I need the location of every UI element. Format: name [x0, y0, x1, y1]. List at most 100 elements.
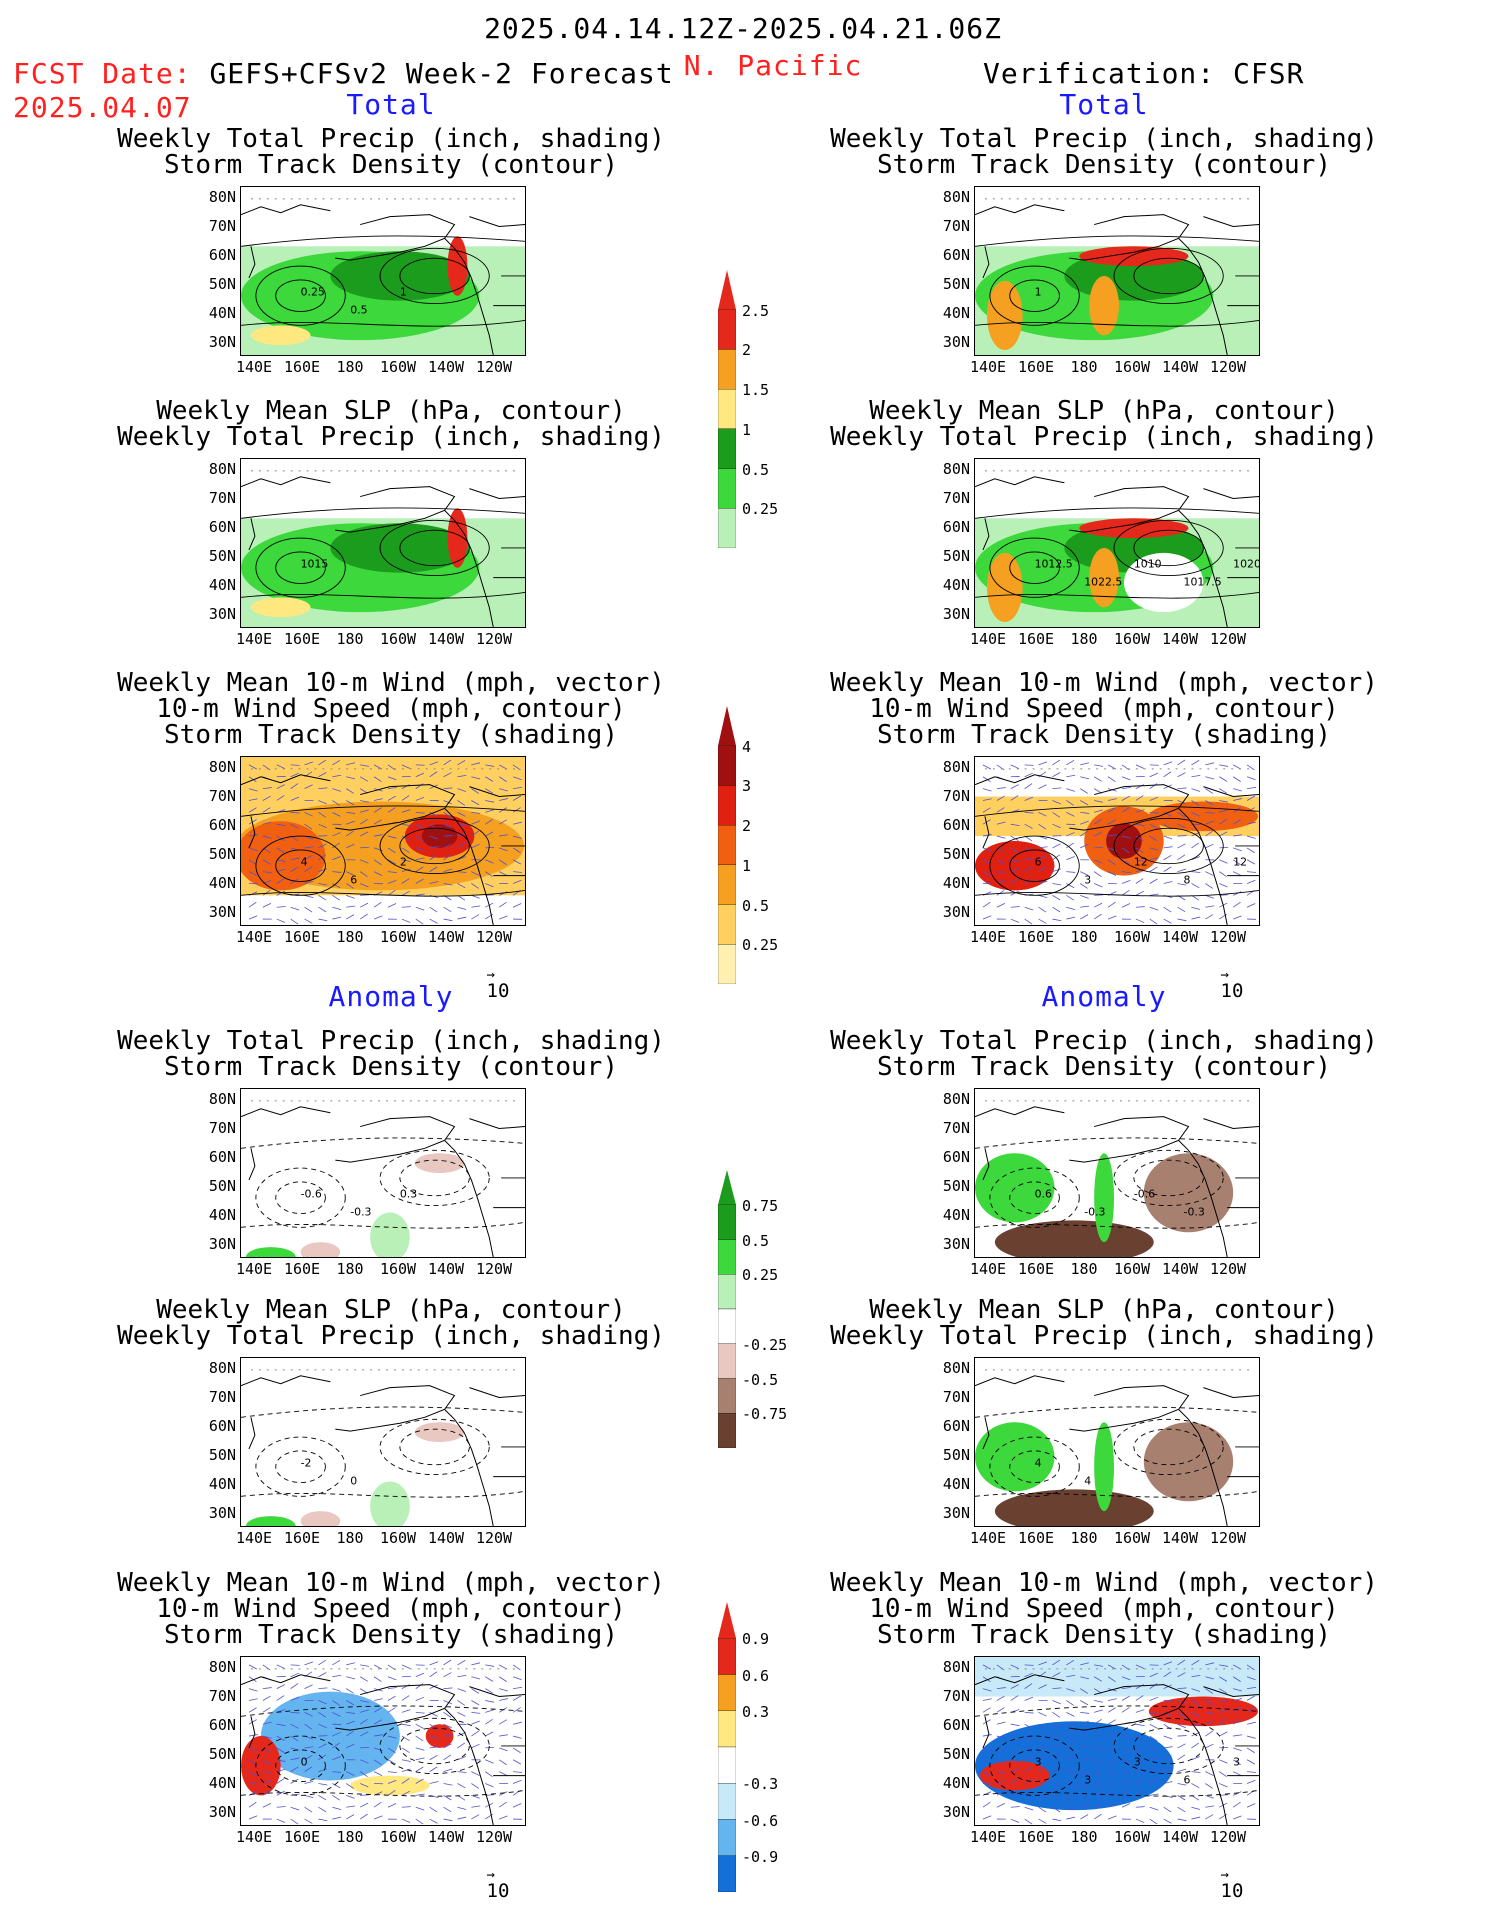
lon-tick-label: 160E	[1017, 630, 1055, 648]
lon-tick-label: 180	[1070, 1529, 1098, 1547]
colorbar-storm_anom	[717, 1602, 737, 1893]
lat-tick-label: 70N	[208, 217, 236, 235]
contour-label: -0.3	[1184, 1206, 1205, 1219]
panel-title: Weekly Mean SLP (hPa, contour)	[869, 396, 1339, 426]
panel-title: Storm Track Density (contour)	[164, 150, 618, 180]
lat-tick-label: 70N	[942, 1687, 970, 1705]
lon-tick-label: 180	[336, 1529, 364, 1547]
vector-arrow-icon: →	[1220, 967, 1229, 983]
lon-tick-label: 120W	[1209, 1260, 1247, 1278]
lat-tick-label: 70N	[208, 1687, 236, 1705]
colorbar-label: 0.25	[742, 500, 779, 519]
anom-dry	[994, 1220, 1154, 1257]
contour-label: -0.3	[1084, 1206, 1105, 1219]
anom-dry	[414, 1153, 465, 1173]
anom-wet-2	[1094, 1153, 1115, 1243]
panel-title: 10-m Wind Speed (mph, contour)	[156, 694, 626, 724]
lat-tick-label: 40N	[942, 1774, 970, 1792]
section-total-right: Total	[1059, 88, 1149, 121]
lon-tick-label: 140E	[969, 928, 1007, 946]
lon-tick-label: 140W	[427, 928, 465, 946]
lon-tick-label: 140W	[427, 358, 465, 376]
lat-tick-label: 60N	[942, 1417, 970, 1435]
lon-tick-label: 160W	[1113, 928, 1151, 946]
lon-tick-label: 160E	[1017, 358, 1055, 376]
colorbar-segment	[717, 745, 737, 786]
colorbar-label: 2.5	[742, 301, 770, 320]
contour-label: 4	[301, 856, 308, 869]
map-panel: -0.6 -0.3 0.3	[240, 1088, 526, 1258]
colorbar-segment	[717, 785, 737, 826]
colorbar-segment	[717, 944, 737, 985]
contour-label: 3	[1035, 1756, 1042, 1769]
lon-tick-label: 120W	[475, 1260, 513, 1278]
colorbar-label: 0.5	[742, 896, 770, 915]
contour-label: 1012.5	[1035, 558, 1073, 571]
lat-tick-label: 80N	[208, 1090, 236, 1108]
colorbar-label: 4	[742, 737, 752, 756]
colorbar-label: -0.5	[742, 1370, 779, 1389]
lat-tick-label: 70N	[942, 787, 970, 805]
panel-title: Weekly Mean 10-m Wind (mph, vector)	[117, 668, 665, 698]
vector-scale-value: 10	[486, 1880, 510, 1902]
colorbar-segment	[717, 1308, 737, 1344]
panel-title: 10-m Wind Speed (mph, contour)	[156, 1594, 626, 1624]
storm-high	[1148, 801, 1259, 832]
panel-title: Weekly Mean 10-m Wind (mph, vector)	[830, 668, 1378, 698]
lon-tick-label: 120W	[1209, 1529, 1247, 1547]
lon-tick-label: 140W	[1161, 630, 1199, 648]
lon-tick-label: 140W	[427, 1529, 465, 1547]
vector-arrow-icon: →	[486, 1867, 495, 1883]
lon-tick-label: 180	[1070, 1260, 1098, 1278]
panel-title: 10-m Wind Speed (mph, contour)	[869, 1594, 1339, 1624]
lon-tick-label: 160E	[1017, 1260, 1055, 1278]
section-anomaly-right: Anomaly	[1041, 980, 1167, 1013]
lat-tick-label: 70N	[942, 1388, 970, 1406]
colorbar-segment	[717, 1674, 737, 1711]
colorbar-label: 0.9	[742, 1630, 770, 1649]
precip-high	[986, 280, 1023, 351]
anom-storm-mid	[350, 1775, 430, 1796]
map-panel: 1012.5 1022.5 1010 1017.5 1020	[974, 458, 1260, 628]
lat-tick-label: 50N	[942, 845, 970, 863]
colorbar-segment	[717, 1746, 737, 1784]
lat-tick-label: 30N	[208, 605, 236, 623]
lon-tick-label: 160W	[379, 630, 417, 648]
contour-label: 1020	[1233, 558, 1259, 571]
contour-label: 2	[400, 856, 407, 869]
lat-tick-label: 50N	[942, 1745, 970, 1763]
lon-tick-label: 140W	[427, 1828, 465, 1846]
anom-wet-2	[1094, 1422, 1115, 1512]
anom-dry	[994, 1489, 1154, 1526]
contour-label: 3	[1134, 1756, 1141, 1769]
lat-tick-label: 30N	[208, 1803, 236, 1821]
lat-tick-label: 50N	[942, 1177, 970, 1195]
contour-label: 12	[1233, 856, 1247, 869]
lon-tick-label: 140E	[235, 1828, 273, 1846]
coastline	[241, 1668, 525, 1825]
lat-tick-label: 60N	[942, 1716, 970, 1734]
lon-tick-label: 160W	[1113, 1828, 1151, 1846]
lon-tick-label: 140W	[1161, 358, 1199, 376]
lat-tick-label: 60N	[208, 816, 236, 834]
contour-label: 8	[1184, 874, 1191, 887]
colorbar-label: 0.25	[742, 936, 779, 955]
anom-wet	[245, 1247, 296, 1257]
lat-tick-label: 50N	[208, 1446, 236, 1464]
lat-tick-label: 70N	[208, 1119, 236, 1137]
colorbar-segment	[717, 1819, 737, 1856]
map-panel: 1	[974, 186, 1260, 356]
vector-arrow-icon: →	[486, 967, 495, 983]
lon-tick-label: 160W	[379, 1828, 417, 1846]
lat-tick-label: 80N	[942, 758, 970, 776]
contour-label: 12	[1134, 856, 1148, 869]
lat-tick-label: 60N	[208, 518, 236, 536]
panel-title: Storm Track Density (contour)	[164, 1052, 618, 1082]
colorbar-segment	[717, 428, 737, 469]
lat-tick-label: 60N	[208, 1148, 236, 1166]
lon-tick-label: 160W	[379, 928, 417, 946]
coastline	[241, 1369, 525, 1526]
lon-tick-label: 140E	[235, 358, 273, 376]
lon-tick-label: 160W	[379, 1260, 417, 1278]
colorbar-top-cap	[718, 270, 736, 310]
